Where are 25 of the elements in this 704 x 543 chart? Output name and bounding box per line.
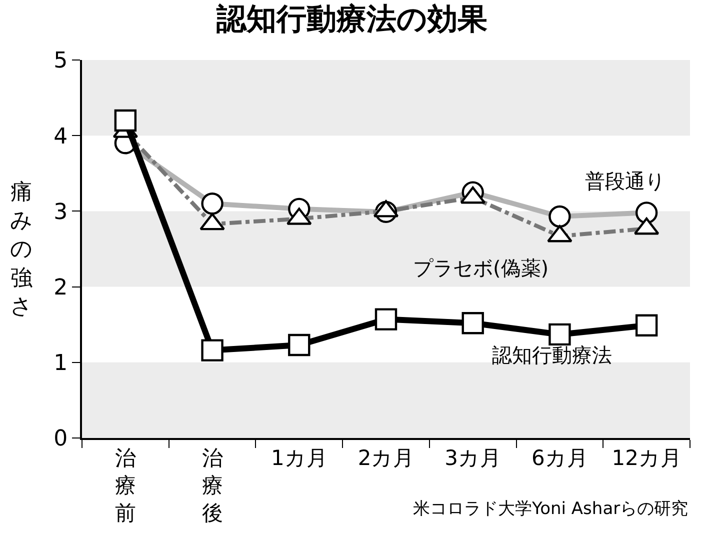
point	[114, 109, 137, 132]
y-axis-title: 痛みの強さ	[10, 180, 33, 320]
y-tick-label: 0	[54, 426, 68, 452]
x-tick-label: 6カ月	[532, 446, 588, 470]
point	[462, 312, 484, 334]
text: 米コロラド大学Yoni Asharらの研究	[413, 499, 688, 519]
y-tick-label: 5	[54, 48, 68, 74]
point	[201, 339, 224, 362]
y-tick-label: 4	[54, 124, 68, 150]
x-tick-label: 治療前	[114, 446, 136, 525]
series-label: 認知行動療法	[492, 343, 612, 367]
x-tick-label: 1カ月	[270, 446, 328, 470]
chart-title: 認知行動療法の効果	[216, 2, 488, 38]
series-label: 普段通り	[585, 169, 665, 193]
y-tick-label: 2	[54, 276, 68, 300]
point	[374, 308, 398, 330]
series-label: プラセボ(偽薬)	[413, 256, 549, 280]
x-tick-label: 3カ月	[444, 446, 502, 470]
y-tick-label: 1	[54, 351, 68, 376]
y-tick-label: 3	[54, 200, 68, 225]
point	[288, 334, 310, 356]
point	[548, 323, 571, 346]
x-tick-label: 2カ月	[358, 446, 414, 470]
x-tick-label: 12カ月	[612, 446, 682, 470]
x-tick-label: 治療後	[202, 446, 223, 525]
